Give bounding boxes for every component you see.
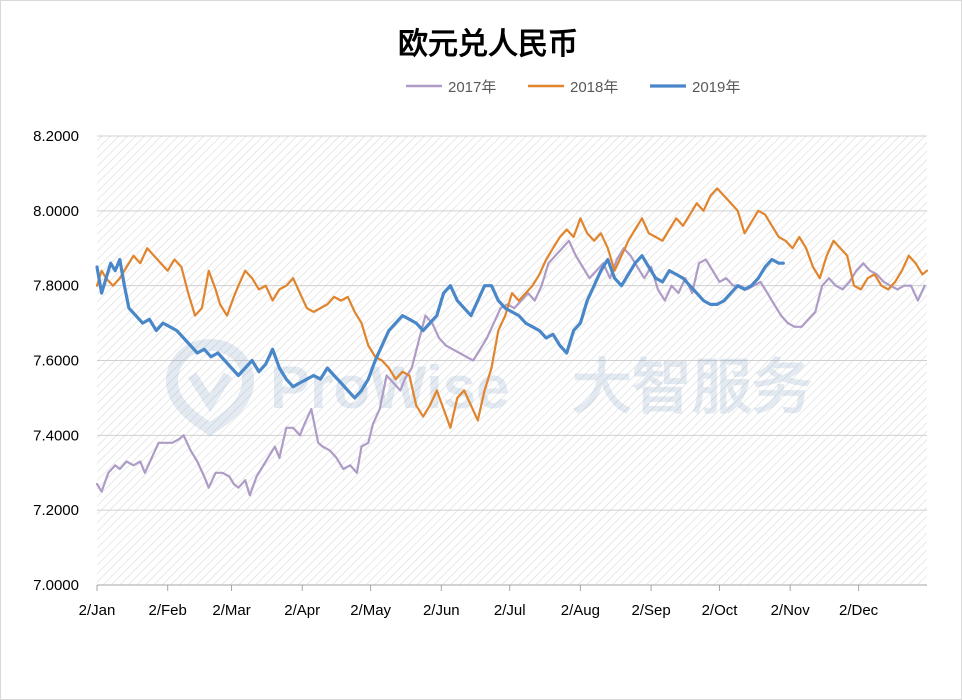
series-line-3 xyxy=(95,254,785,400)
legend-label: 2017年 xyxy=(448,79,496,96)
x-tick-label: 2/May xyxy=(350,602,391,619)
x-tick-label: 2/Mar xyxy=(212,602,250,619)
x-tick-label: 2/Dec xyxy=(839,602,879,619)
x-tick-label: 2/Feb xyxy=(149,602,187,619)
x-tick-label: 2/Apr xyxy=(284,602,320,619)
x-tick-label: 2/Aug xyxy=(561,602,600,619)
y-tick-label: 7.4000 xyxy=(33,427,79,444)
x-tick-label: 2/Nov xyxy=(771,602,811,619)
legend: 2017年 2018年 2019年 xyxy=(406,79,740,96)
x-tick-label: 2/Sep xyxy=(631,602,670,619)
series-line-2 xyxy=(95,187,929,429)
prowise-watermark-logo: ProWise 大智服务 xyxy=(165,338,812,437)
legend-label: 2018年 xyxy=(570,79,618,96)
x-tick-label: 2/Jan xyxy=(79,602,116,619)
x-tick-label: 2/Jul xyxy=(494,602,526,619)
y-tick-label: 7.2000 xyxy=(33,502,79,519)
x-tick-label: 2/Jun xyxy=(423,602,460,619)
axes: 8.2000 8.0000 7.8000 7.6000 7.4000 7.2000 7.00… xyxy=(33,128,927,619)
y-tick-label: 7.8000 xyxy=(33,278,79,295)
y-tick-label: 7.0000 xyxy=(33,577,79,594)
series-layer xyxy=(95,187,929,497)
legend-label: 2019年 xyxy=(692,79,740,96)
x-tick-label: 2/Oct xyxy=(702,602,739,619)
svg-text:大智服务: 大智服务 xyxy=(572,353,812,423)
y-tick-label: 8.2000 xyxy=(33,128,79,145)
chart-title: 欧元兑人民币 xyxy=(398,27,578,62)
y-tick-label: 8.0000 xyxy=(33,203,79,220)
y-tick-label: 7.6000 xyxy=(33,353,79,370)
series-line-1 xyxy=(95,239,926,497)
